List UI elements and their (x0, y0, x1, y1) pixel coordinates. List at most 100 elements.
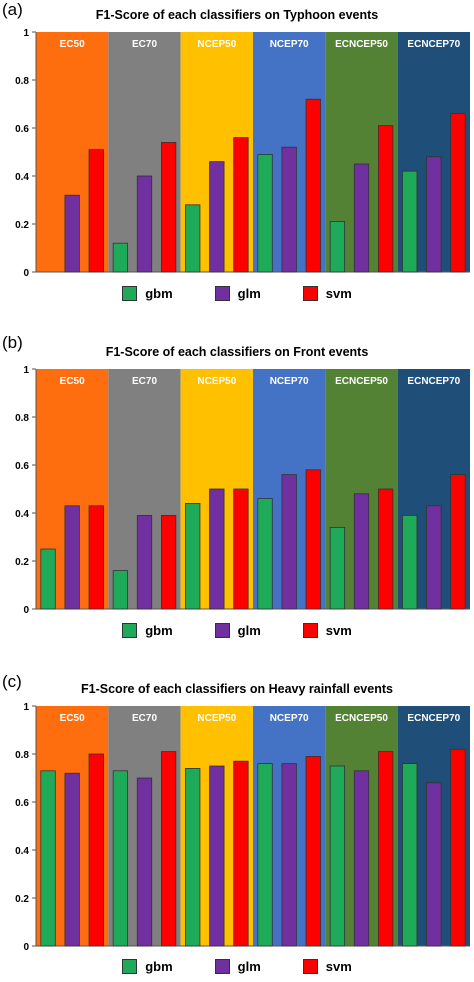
y-tick-label: 0.2 (15, 557, 29, 568)
y-tick-label: 0.2 (15, 894, 29, 905)
y-tick-label: 0.8 (15, 76, 29, 87)
bar-svm (450, 474, 466, 610)
bar-svm (88, 753, 104, 947)
bar-glm (64, 194, 80, 273)
bar-gbm (40, 548, 56, 610)
bar-glm (426, 782, 442, 947)
bar-svm (305, 98, 321, 273)
bar-chart: EC50 EC70 NCEP50 NCEP70 ECNCEP50 ECNCEP70 0 0.2… (15, 702, 470, 953)
bar-gbm (257, 498, 273, 610)
bar-glm (426, 505, 442, 610)
panel-letter: (b) (2, 333, 23, 352)
bar-svm (233, 137, 249, 273)
chart-title: F1-Score of each classifiers on Heavy ra… (81, 682, 393, 696)
legend-swatch (214, 623, 230, 638)
bar-gbm (112, 570, 129, 610)
legend-label: glm (237, 286, 261, 301)
chart-title: F1-Score of each classifiers on Typhoon … (95, 8, 379, 22)
bar-gbm (112, 770, 129, 947)
category-label: EC50 (60, 713, 85, 724)
bar-glm (209, 765, 225, 947)
bar-svm (305, 469, 321, 610)
y-tick-label: 1 (23, 365, 29, 376)
legend-label: glm (237, 623, 261, 638)
category-label: EC70 (132, 39, 157, 50)
legend-item-svm: svm (302, 286, 352, 301)
bar-svm (160, 514, 177, 610)
bar-gbm (402, 514, 418, 610)
y-tick-label: 0 (23, 268, 29, 279)
bar-gbm (329, 526, 346, 610)
legend-swatch (122, 286, 138, 301)
legend-label: gbm (145, 623, 173, 638)
y-tick-label: 1 (23, 702, 29, 713)
legend-label: svm (325, 286, 352, 301)
bar-gbm (185, 768, 201, 947)
bar-svm (88, 505, 104, 610)
panel-c: (c) F1-Score of each classifiers on Heav… (0, 672, 474, 981)
legend: gbm glm svm (0, 623, 474, 638)
legend-item-gbm: gbm (122, 623, 173, 638)
bar-svm (377, 488, 394, 610)
category-label: NCEP50 (197, 713, 236, 724)
legend: gbm glm svm (0, 286, 474, 301)
bar-glm (281, 146, 297, 273)
bar-chart: EC50 EC70 NCEP50 NCEP70 ECNCEP50 ECNCEP70 0 0.2… (15, 365, 470, 616)
legend-item-gbm: gbm (122, 959, 173, 974)
bar-svm (88, 149, 104, 273)
bar-gbm (402, 170, 418, 273)
bar-glm (281, 763, 297, 947)
category-label: EC70 (132, 376, 157, 387)
bar-glm (136, 514, 153, 610)
bar-svm (450, 113, 466, 273)
bar-glm (64, 505, 80, 610)
bar-svm (450, 748, 466, 947)
panel-a: (a) F1-Score of each classifiers on Typh… (0, 0, 474, 320)
bar-glm (136, 777, 153, 947)
bar-glm (353, 163, 370, 273)
legend-swatch (122, 959, 138, 974)
bar-gbm (40, 770, 56, 947)
legend-item-svm: svm (302, 623, 352, 638)
bar-glm (64, 772, 80, 947)
bar-chart: EC50 EC70 NCEP50 NCEP70 ECNCEP50 ECNCEP70 0 0.2… (15, 28, 470, 279)
bar-gbm (329, 765, 346, 947)
chart-title: F1-Score of each classifiers on Front ev… (105, 345, 369, 359)
bar-glm (209, 161, 225, 273)
bar-gbm (329, 221, 346, 273)
category-label: EC50 (60, 376, 85, 387)
bar-svm (377, 751, 394, 947)
legend-item-glm: glm (214, 286, 261, 301)
legend: gbm glm svm (0, 959, 474, 974)
bar-glm (136, 175, 153, 273)
bar-gbm (257, 763, 273, 947)
panel-letter: (a) (2, 0, 23, 19)
y-tick-label: 0.8 (15, 750, 29, 761)
category-label: NCEP70 (270, 713, 309, 724)
y-tick-label: 1 (23, 28, 29, 39)
legend-swatch (122, 623, 138, 638)
legend-label: svm (325, 623, 352, 638)
bar-gbm (257, 153, 273, 273)
legend-swatch (214, 286, 230, 301)
category-label: NCEP50 (197, 376, 236, 387)
y-tick-label: 0 (23, 942, 29, 953)
category-label: EC70 (132, 713, 157, 724)
legend-item-gbm: gbm (122, 286, 173, 301)
category-label: ECNCEP50 (335, 713, 388, 724)
y-tick-label: 0.6 (15, 124, 29, 135)
bar-gbm (185, 204, 201, 273)
category-label: ECNCEP50 (335, 39, 388, 50)
bar-gbm (112, 242, 129, 273)
bar-svm (160, 142, 177, 273)
panel-letter: (c) (2, 672, 22, 691)
bar-svm (377, 125, 394, 273)
y-tick-label: 0 (23, 605, 29, 616)
category-label: NCEP70 (270, 39, 309, 50)
bar-svm (305, 756, 321, 947)
bar-svm (160, 751, 177, 947)
category-label: ECNCEP50 (335, 376, 388, 387)
category-label: NCEP70 (270, 376, 309, 387)
legend-swatch (302, 623, 318, 638)
bar-svm (233, 760, 249, 947)
